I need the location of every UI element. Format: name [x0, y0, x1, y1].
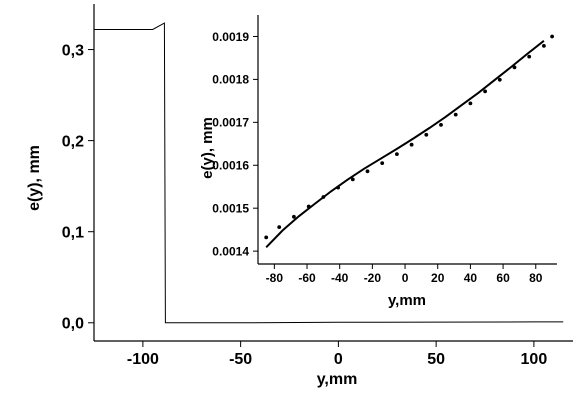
inset-series-line — [265, 40, 545, 248]
inset-data-point — [453, 112, 458, 117]
inset-x-tick-label: -80 — [266, 271, 284, 285]
inset-data-point — [277, 225, 282, 230]
inset-y-ticks: 0.0014 0.0015 0.0016 0.0017 0.0018 0.0019 — [212, 30, 258, 258]
inset-data-point — [380, 161, 385, 166]
main-y-tick-label: 0,0 — [62, 316, 84, 333]
inset-y-tick-label: 0.0016 — [212, 159, 249, 173]
inset-y-tick-label: 0.0018 — [212, 73, 249, 87]
inset-y-axis-title: e(y), mm — [199, 117, 216, 179]
main-y-tick-label: 0,3 — [62, 42, 84, 59]
inset-x-ticks: -80 -60 -40 -20 0 20 40 60 80 — [266, 264, 543, 285]
inset-data-point — [512, 65, 517, 70]
inset-chart: -80 -60 -40 -20 0 20 40 60 80 0.0014 0.0015 0.0016… — [199, 14, 580, 309]
inset-data-point — [292, 214, 296, 219]
inset-data-point — [550, 34, 554, 39]
inset-x-tick-label: 60 — [496, 271, 510, 285]
inset-data-point — [542, 44, 546, 48]
inset-data-point — [395, 152, 399, 157]
inset-background — [258, 14, 580, 291]
inset-data-point — [409, 142, 414, 147]
inset-x-tick-label: 80 — [529, 271, 543, 285]
inset-data-point — [483, 89, 487, 94]
inset-data-point — [527, 54, 532, 59]
inset-x-tick-label: 20 — [431, 271, 445, 285]
inset-data-point — [350, 177, 355, 182]
inset-series-dots — [264, 34, 554, 240]
main-chart: -100 -50 0 50 100 0,0 0,1 0,2 0,3 y,mm e(y), mm — [26, 4, 573, 388]
main-series-line — [94, 22, 564, 324]
main-x-tick-label: 0 — [334, 351, 343, 368]
inset-x-tick-label: -20 — [364, 271, 382, 285]
inset-x-axis-title: y,mm — [388, 292, 426, 309]
inset-data-point — [336, 185, 340, 190]
main-y-tick-label: 0,2 — [62, 133, 84, 150]
inset-x-tick-label: -40 — [331, 271, 349, 285]
inset-data-point — [306, 204, 311, 209]
inset-y-tick-label: 0.0014 — [212, 244, 249, 258]
main-y-axis-title: e(y), mm — [26, 145, 43, 211]
main-y-ticks: 0,0 0,1 0,2 0,3 — [62, 42, 94, 333]
inset-y-tick-label: 0.0015 — [212, 202, 249, 216]
inset-x-tick-label: -60 — [298, 271, 316, 285]
main-y-tick-label: 0,1 — [62, 224, 84, 241]
main-x-axis-title: y,mm — [317, 371, 358, 388]
inset-y-tick-label: 0.0019 — [212, 30, 249, 44]
main-x-tick-label: -100 — [127, 351, 159, 368]
inset-data-point — [424, 132, 429, 137]
inset-y-tick-label: 0.0017 — [212, 116, 249, 130]
inset-data-point — [264, 235, 269, 240]
main-x-ticks: -100 -50 0 50 100 — [127, 341, 547, 368]
main-x-tick-label: 50 — [427, 351, 445, 368]
inset-data-point — [497, 77, 502, 82]
main-x-tick-label: -50 — [229, 351, 252, 368]
inset-data-point — [439, 123, 443, 127]
inset-data-point — [365, 169, 370, 174]
inset-x-tick-label: 0 — [402, 271, 409, 285]
inset-x-tick-label: 40 — [464, 271, 478, 285]
inset-data-point — [321, 195, 326, 199]
inset-data-point — [468, 101, 473, 106]
main-x-tick-label: 100 — [521, 351, 548, 368]
